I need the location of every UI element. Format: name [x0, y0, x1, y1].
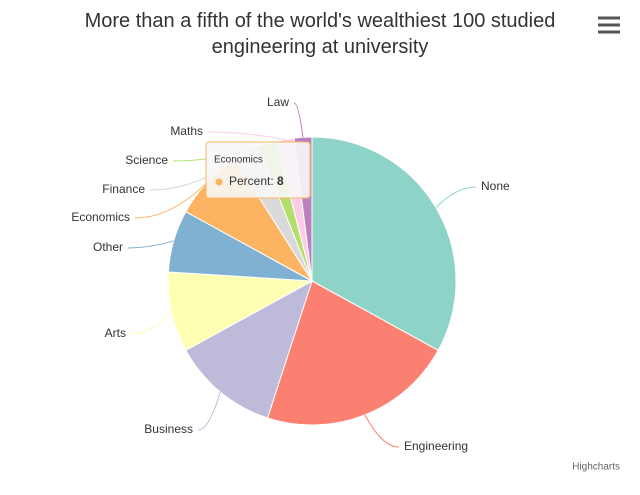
pie-slice [266, 280, 439, 426]
data-label: Engineering [404, 439, 468, 453]
credits[interactable]: Highcharts [572, 462, 620, 473]
tooltip-text: Percent: 8 [229, 174, 284, 188]
connector [207, 131, 286, 141]
tooltip-value: 8 [277, 174, 284, 188]
data-label: Arts [105, 326, 126, 340]
tooltip-box [205, 141, 311, 199]
data-label: Science [125, 153, 168, 167]
tooltip-title: Economics [214, 155, 263, 166]
data-label: Finance [102, 182, 145, 196]
menu-icon[interactable] [598, 16, 620, 34]
tooltip: Economics Percent: 8 [205, 141, 311, 199]
connector [293, 102, 304, 138]
chart-title: More than a fifth of the world's wealthi… [84, 10, 556, 58]
connector [134, 182, 208, 219]
connector [127, 240, 174, 249]
data-label: Business [144, 422, 193, 436]
data-label: Economics [71, 210, 130, 224]
data-label: Maths [170, 124, 203, 138]
connector [197, 391, 221, 431]
data-label: None [481, 179, 510, 193]
connector [130, 312, 172, 335]
tooltip-marker [215, 178, 223, 186]
pie-slice [185, 279, 313, 419]
data-label: Law [267, 95, 289, 109]
pie-slice [167, 271, 314, 352]
data-label: Other [93, 240, 123, 254]
tooltip-sep: : [270, 174, 277, 188]
connector [364, 414, 400, 448]
tooltip-series: Percent [229, 174, 271, 188]
connector [435, 186, 477, 209]
